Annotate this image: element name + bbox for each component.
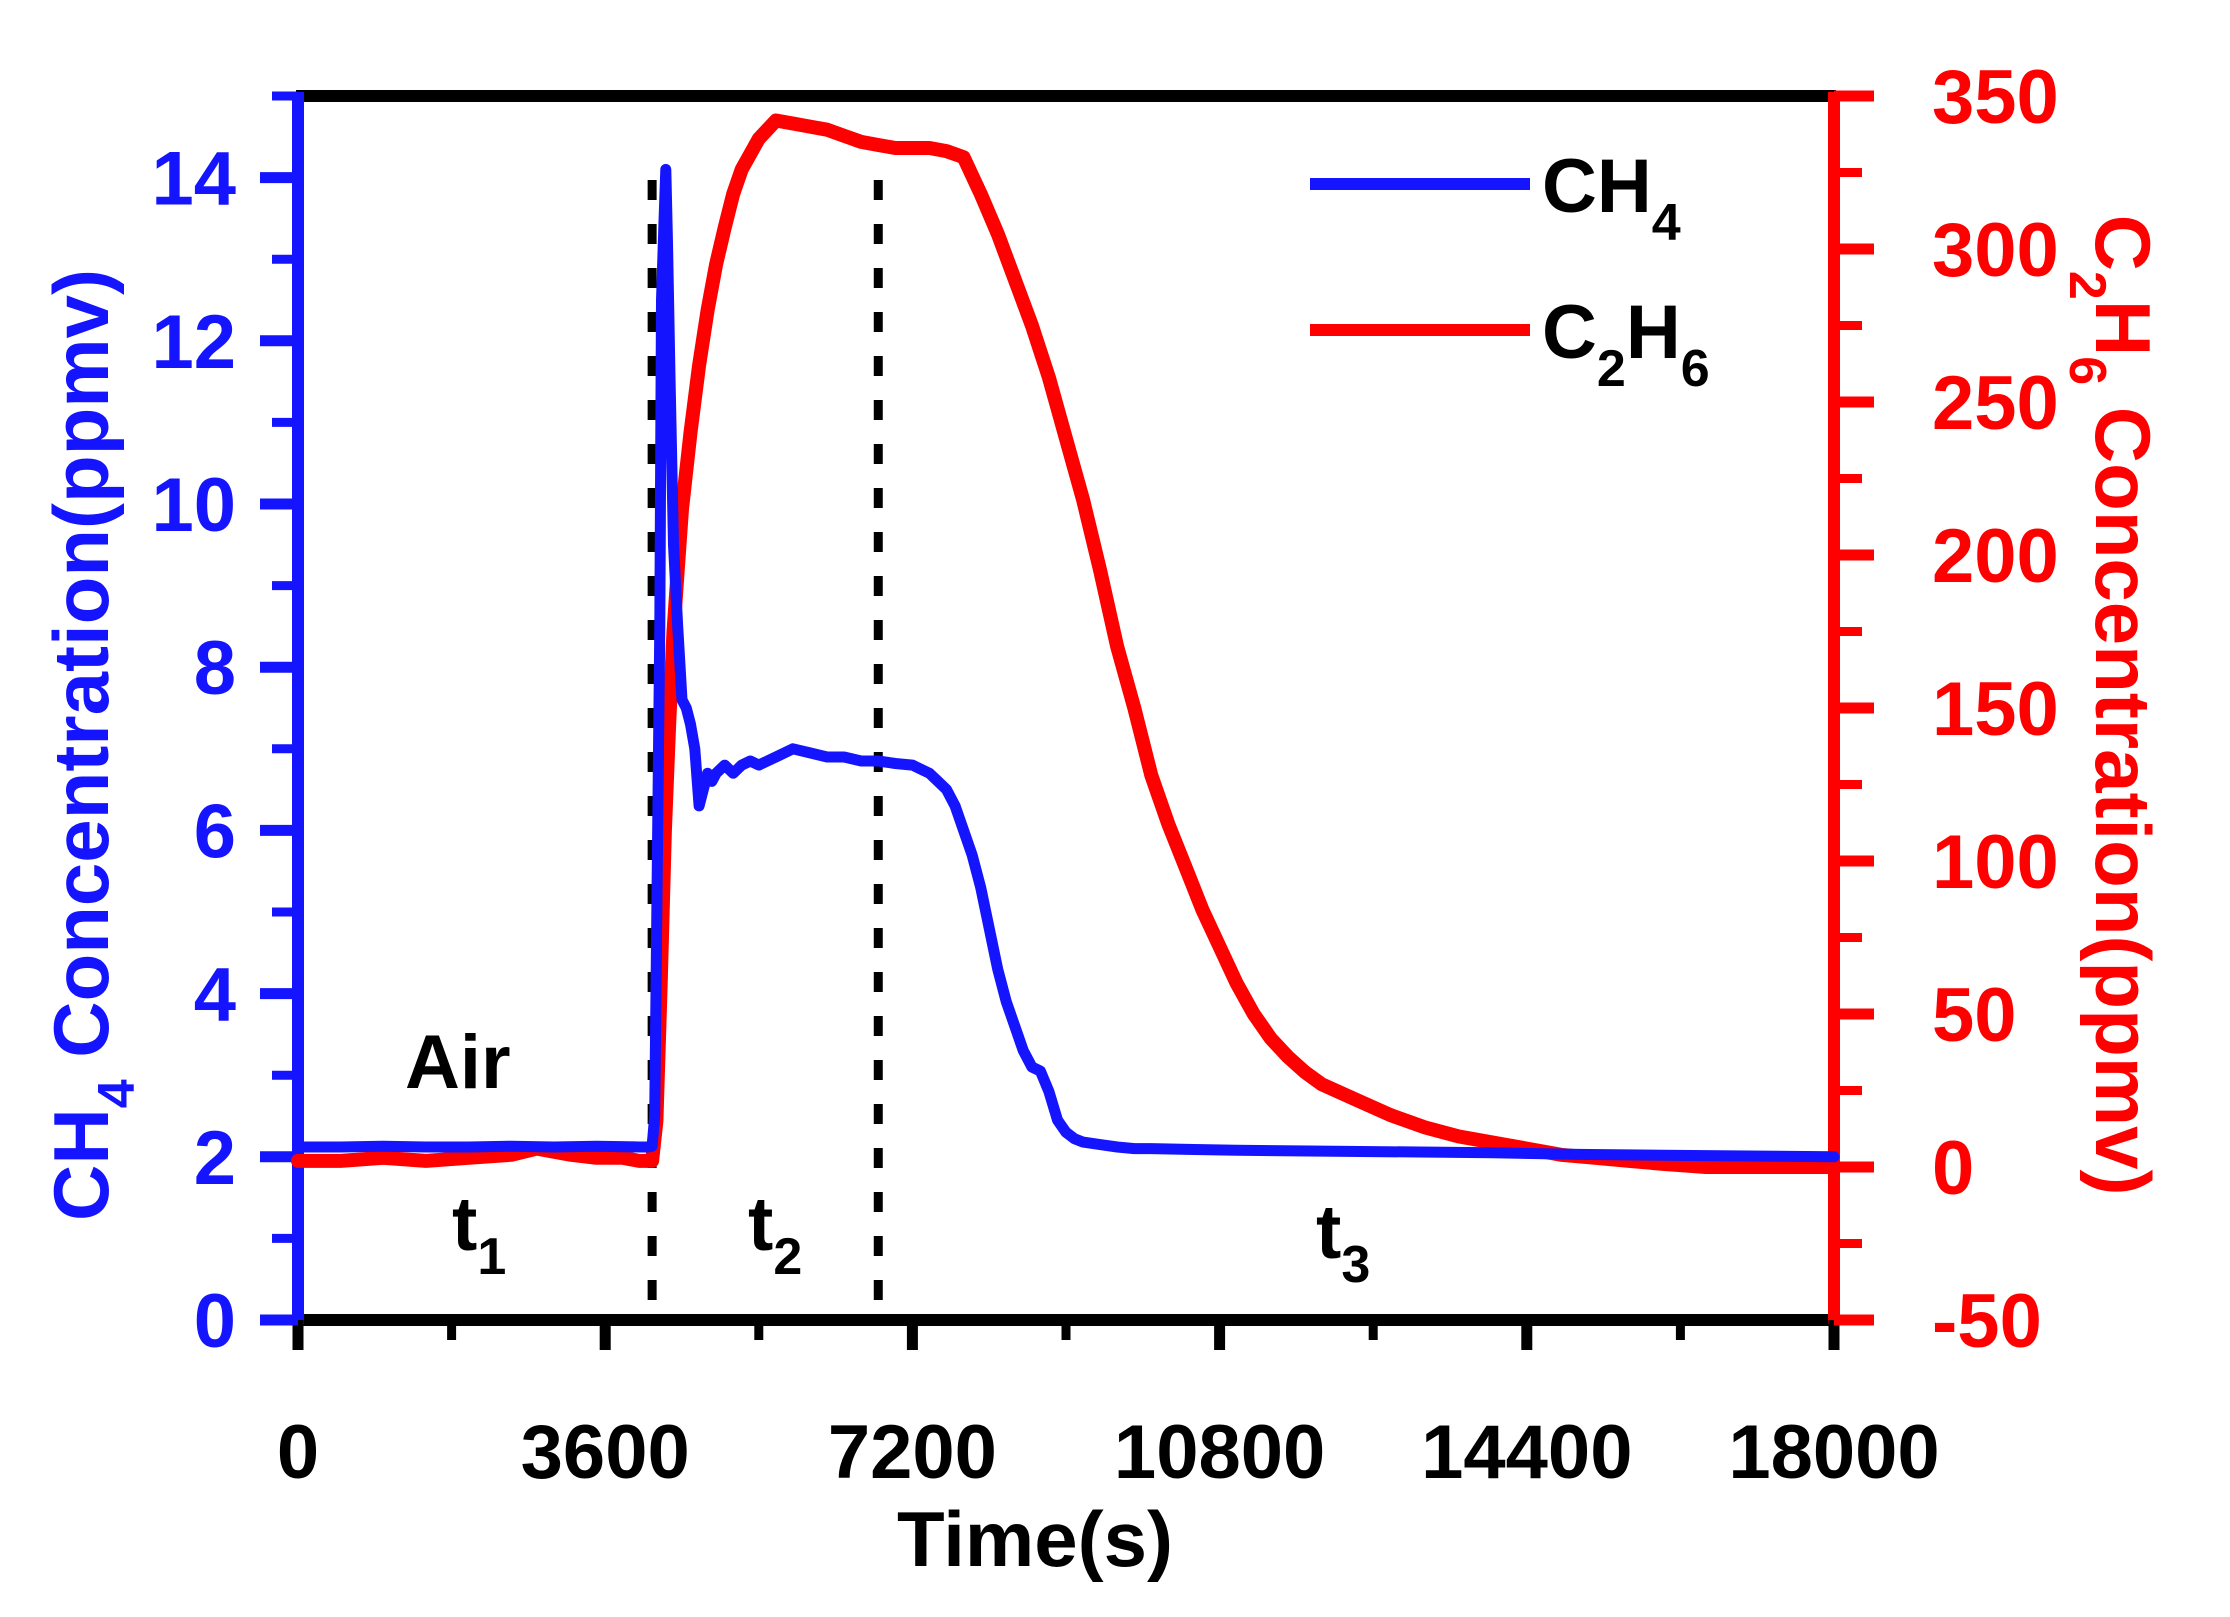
t2-main: t [748, 1182, 773, 1267]
x-tick-label: 18000 [1728, 1410, 1939, 1495]
legend-ch4-main: CH [1542, 144, 1652, 229]
legend-c2h6-sub1: 2 [1597, 340, 1626, 398]
annotation-t1: t1 [452, 1182, 506, 1286]
right-tick-label: 50 [1932, 973, 2017, 1058]
right-tick-label: -50 [1932, 1279, 2042, 1364]
left-tick-label: 0 [194, 1279, 236, 1364]
x-tick-label: 7200 [828, 1410, 997, 1495]
left-tick-label: 6 [194, 789, 236, 874]
right-tick-label: 300 [1932, 208, 2059, 293]
legend-c2h6-label: C2H6 [1542, 290, 1710, 398]
legend-c2h6-h: H [1626, 290, 1681, 375]
right-title-h: H [2079, 300, 2167, 356]
right-tick-label: 350 [1932, 55, 2059, 140]
x-tick-label: 3600 [521, 1410, 690, 1495]
legend-c2h6-c: C [1542, 290, 1597, 375]
right-title-c: C [2079, 215, 2167, 271]
left-tick-label: 14 [151, 137, 236, 222]
left-tick-label: 8 [194, 626, 236, 711]
left-axis-ticks: 0 2 4 6 8 10 12 14 [151, 91, 298, 1364]
right-tick-label: 200 [1932, 514, 2059, 599]
right-tick-label: 250 [1932, 361, 2059, 446]
t2-sub: 2 [773, 1228, 802, 1286]
x-tick-label: 0 [277, 1410, 319, 1495]
left-tick-label: 2 [194, 1116, 236, 1201]
legend: CH4 C2H6 [1310, 144, 1710, 398]
x-axis-title: Time(s) [897, 1495, 1173, 1583]
right-tick-label: 150 [1932, 667, 2059, 752]
x-tick-label: 14400 [1421, 1410, 1632, 1495]
t3-main: t [1316, 1190, 1341, 1275]
annotation-air: Air [405, 1020, 511, 1105]
ch4-series-line [292, 163, 1840, 1163]
left-title-rest: Concentration(ppmv) [37, 269, 125, 1079]
right-title-rest: Concentration(ppmv) [2079, 385, 2167, 1195]
right-axis-ticks: -50 0 50 100 150 200 250 300 350 [1834, 55, 2059, 1364]
annotation-t3: t3 [1316, 1190, 1370, 1294]
t1-main: t [452, 1182, 477, 1267]
left-title-sub: 4 [88, 1079, 146, 1108]
left-tick-label: 10 [151, 463, 236, 548]
legend-ch4-sub: 4 [1652, 194, 1681, 252]
right-title-sub2: 6 [2058, 356, 2116, 385]
left-tick-label: 12 [151, 300, 236, 385]
c2h6-series-line [291, 113, 1841, 1174]
annotation-t2: t2 [748, 1182, 802, 1286]
legend-c2h6-sub2: 6 [1681, 340, 1710, 398]
t1-sub: 1 [477, 1228, 506, 1286]
x-axis-ticks: 0 3600 7200 10800 14400 18000 [277, 1320, 1940, 1495]
t3-sub: 3 [1341, 1236, 1370, 1294]
left-title-main: CH [37, 1108, 125, 1221]
right-tick-label: 0 [1932, 1126, 1974, 1211]
legend-ch4-label: CH4 [1542, 144, 1681, 252]
right-tick-label: 100 [1932, 820, 2059, 905]
phase-markers [647, 180, 883, 1316]
right-axis-title: C2H6 Concentration(ppmv) [2058, 215, 2167, 1196]
x-tick-label: 10800 [1114, 1410, 1325, 1495]
plot-frame [292, 90, 1840, 1326]
left-tick-label: 4 [194, 953, 236, 1038]
right-title-sub1: 2 [2058, 271, 2116, 300]
left-axis-title: CH4 Concentration(ppmv) [37, 269, 146, 1221]
